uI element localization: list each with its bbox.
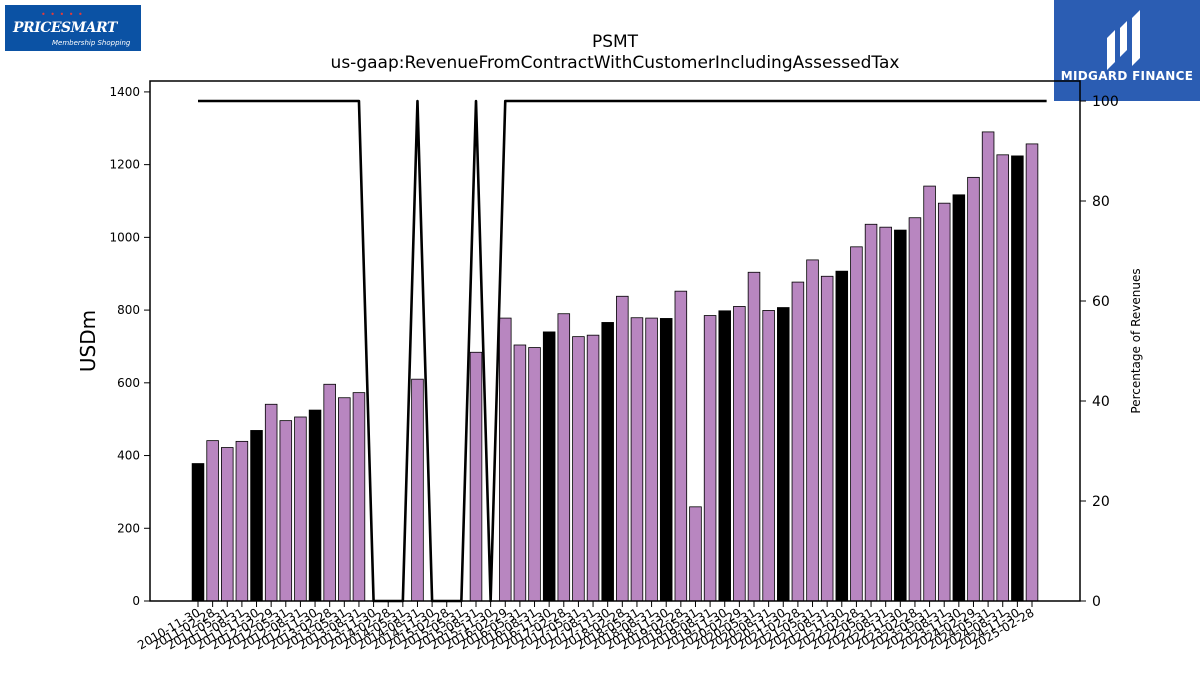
bar (250, 430, 263, 602)
logo-wordmark: PRICESMART (13, 20, 117, 36)
bar (894, 229, 907, 602)
chart-subtitle: us-gaap:RevenueFromContractWithCustomerI… (330, 53, 900, 73)
bar (718, 310, 731, 602)
bar (806, 259, 819, 602)
bar (352, 392, 366, 602)
bar (542, 331, 556, 602)
y2-tick-label: 0 (1092, 594, 1101, 610)
plot-frame (149, 80, 1081, 602)
bar (923, 185, 936, 602)
y-tick-label: 800 (117, 303, 140, 317)
logo-tagline: Membership Shopping (52, 39, 131, 47)
bar (659, 318, 673, 602)
bar (908, 217, 922, 602)
bar (820, 275, 834, 602)
bar (601, 322, 614, 602)
bar (411, 378, 424, 602)
bar (777, 307, 790, 602)
bar (221, 447, 234, 602)
bar (630, 317, 644, 602)
bar (879, 226, 892, 602)
y-tick-label: 600 (117, 376, 140, 390)
midgard-finance-logo: MIDGARD FINANCE (1054, 0, 1200, 101)
bar (616, 295, 629, 602)
bar (952, 194, 966, 602)
bar (996, 154, 1009, 602)
bar (645, 317, 658, 602)
chart-title: PSMT (591, 32, 639, 52)
bar (937, 202, 951, 602)
bar (499, 317, 512, 602)
bar (513, 344, 527, 602)
y2-axis-label: Percentage of Revenues (1129, 268, 1143, 413)
logo-dots: • • • • • (41, 10, 84, 19)
y2-tick-label: 60 (1092, 294, 1110, 310)
bar (572, 336, 585, 602)
bar (264, 403, 278, 602)
bar (762, 310, 775, 602)
bar (850, 246, 863, 602)
bar (791, 281, 805, 602)
y-tick-label: 1200 (109, 158, 140, 172)
bar (528, 347, 541, 602)
bar (703, 315, 717, 602)
bar (1011, 155, 1024, 602)
y2-tick-label: 40 (1092, 394, 1110, 410)
bar (967, 176, 980, 602)
bar (294, 416, 307, 602)
y-tick-label: 200 (117, 521, 140, 535)
bar (469, 351, 483, 602)
percentage-line (198, 99, 1047, 603)
bar (235, 440, 249, 602)
bar (586, 334, 600, 602)
bar (981, 131, 995, 602)
bar (279, 420, 293, 602)
bar (557, 313, 571, 602)
bar (689, 506, 702, 602)
y2-tick-label: 100 (1092, 94, 1119, 110)
y-tick-label: 1000 (109, 230, 140, 244)
bar (338, 397, 351, 602)
bar (1025, 143, 1039, 602)
bar (747, 271, 761, 602)
bar (308, 409, 322, 602)
y-axis-label: USDm (76, 310, 100, 372)
bar (864, 223, 878, 602)
y-tick-label: 0 (132, 594, 140, 608)
midgard-label: MIDGARD FINANCE (1060, 69, 1194, 83)
bar (674, 290, 688, 602)
y2-tick-label: 80 (1092, 194, 1110, 210)
bar (191, 463, 205, 602)
pricesmart-logo: • • • • • PRICESMART Membership Shopping (5, 5, 141, 51)
y2-tick-label: 20 (1092, 494, 1110, 510)
y-tick-label: 1400 (109, 85, 140, 99)
bar (206, 440, 219, 602)
midgard-mark-icon (1107, 10, 1140, 70)
bar (733, 306, 746, 602)
y-tick-label: 400 (117, 449, 140, 463)
bar (835, 270, 849, 602)
bar (323, 383, 336, 602)
